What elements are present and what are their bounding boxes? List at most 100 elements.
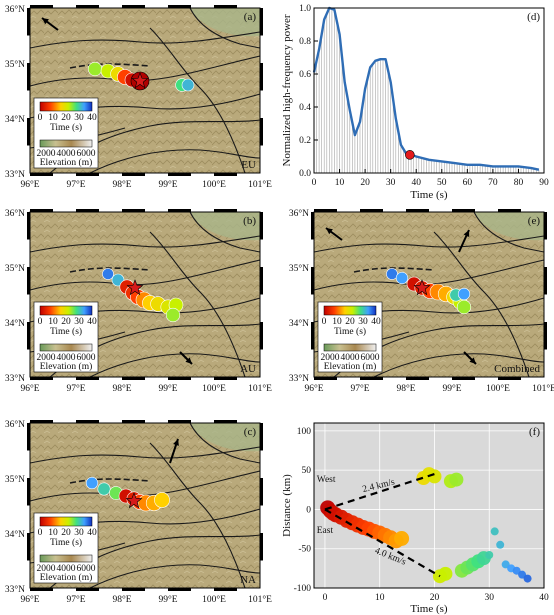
region-label: Combined: [494, 363, 540, 375]
latitude-tick-label: 36°N: [5, 419, 25, 430]
time-colorbar: [39, 305, 93, 316]
map-frame-tick: [168, 377, 191, 380]
source-point: [496, 540, 505, 549]
x-axis-label: Time (s): [410, 603, 448, 615]
map-frame-tick: [214, 173, 237, 176]
map-frame-tick: [406, 377, 429, 380]
source-point: [490, 527, 499, 536]
fault-line: [149, 231, 246, 378]
epicenter-star-icon: [126, 279, 144, 296]
epicenter-star-icon: [131, 72, 149, 89]
map-frame-tick: [311, 322, 314, 350]
time-tick-label: 20: [61, 113, 71, 123]
map-frame-tick: [76, 420, 99, 423]
elevation-tick-label: 6000: [361, 353, 380, 363]
map-frame-tick: [168, 209, 191, 212]
map-frame-tick: [311, 267, 314, 295]
map-frame-tick: [214, 209, 237, 212]
panel-letter: (a): [244, 11, 257, 23]
elevation-tick-label: 4000: [57, 353, 76, 363]
region-label: NA: [240, 574, 256, 586]
x-tick-label: 10: [375, 593, 385, 603]
map-frame-tick: [260, 533, 263, 561]
event-marker: [154, 492, 170, 508]
panel-letter: (b): [243, 215, 256, 227]
map-frame-tick: [27, 118, 30, 146]
power-series-line: [312, 6, 540, 171]
source-point: [485, 551, 494, 559]
time-tick-label: 10: [48, 528, 58, 538]
map-frame-tick: [214, 420, 237, 423]
longitude-tick-label: 101°E: [248, 383, 272, 394]
map-frame-tick: [260, 478, 263, 506]
map-frame-tick: [76, 588, 99, 591]
longitude-tick-label: 100°E: [202, 383, 226, 394]
longitude-tick-label: 101°E: [248, 179, 272, 190]
map-frame-tick: [27, 533, 30, 561]
map-frame-tick: [168, 588, 191, 591]
chart-background: [314, 423, 544, 588]
panel-letter: (c): [244, 426, 257, 438]
gps-arrow-head-icon: [463, 230, 470, 237]
time-tick-label: 30: [74, 113, 84, 123]
latitude-tick-label: 36°N: [5, 208, 25, 219]
elevation-tick-label: 4000: [57, 149, 76, 159]
y-tick-label: 0.2: [299, 136, 311, 146]
map-frame-tick: [30, 173, 53, 176]
map-frame-tick: [214, 377, 237, 380]
panel-letter: (e): [528, 215, 541, 227]
longitude-tick-label: 97°E: [350, 383, 369, 394]
time-tick-label: 0: [38, 528, 43, 538]
gps-arrow-head-icon: [469, 357, 476, 364]
velocity-fit-line: [324, 508, 441, 578]
event-marker: [395, 271, 409, 285]
elevation-colorbar: [39, 139, 93, 148]
rupture-trace: [69, 267, 151, 273]
time-tick-label: 10: [48, 317, 58, 327]
time-tick-label: 10: [48, 113, 58, 123]
map-frame-tick: [260, 118, 263, 146]
map-frame-tick: [260, 267, 263, 295]
latitude-tick-label: 33°N: [5, 584, 25, 595]
longitude-tick-label: 96°E: [20, 179, 39, 190]
latitude-tick-label: 35°N: [5, 263, 25, 274]
map-frame-tick: [76, 173, 99, 176]
longitude-tick-label: 97°E: [66, 594, 85, 605]
longitude-tick-label: 98°E: [112, 383, 131, 394]
y-axis-label: Normalized high-frequency power: [281, 14, 293, 166]
map-frame-tick: [260, 212, 263, 240]
event-marker: [87, 61, 103, 77]
longitude-tick-label: 98°E: [396, 383, 415, 394]
time-tick-label: 20: [61, 317, 71, 327]
longitude-tick-label: 99°E: [158, 383, 177, 394]
map-frame-tick: [214, 5, 237, 8]
time-tick-label: 40: [87, 317, 97, 327]
time-tick-label: 10: [332, 317, 342, 327]
time-tick-label: 40: [371, 317, 381, 327]
x-tick-label: 40: [539, 593, 549, 603]
fault-line: [89, 353, 261, 378]
elevation-tick-label: 2000: [37, 353, 56, 363]
gps-arrow-head-icon: [173, 439, 179, 446]
map-frame-tick: [452, 377, 475, 380]
elevation-tick-label: 2000: [37, 149, 56, 159]
longitude-tick-label: 97°E: [66, 383, 85, 394]
longitude-tick-label: 99°E: [442, 383, 461, 394]
map-frame-tick: [498, 209, 521, 212]
rupture-trace: [353, 267, 435, 273]
x-axis-label: Time (s): [410, 189, 448, 201]
time-tick-label: 30: [74, 317, 84, 327]
y-axis-label: Distance (km): [281, 474, 293, 537]
fault-line: [189, 211, 261, 253]
y-tick-label: 0: [306, 505, 311, 515]
longitude-tick-label: 96°E: [20, 594, 39, 605]
map-frame-tick: [30, 420, 53, 423]
map-frame-tick: [260, 8, 263, 36]
chart-frame: [313, 422, 545, 589]
fault-line: [473, 211, 545, 253]
event-marker: [165, 307, 181, 323]
latitude-tick-label: 34°N: [5, 529, 25, 540]
gps-arrow-head-icon: [185, 357, 192, 364]
